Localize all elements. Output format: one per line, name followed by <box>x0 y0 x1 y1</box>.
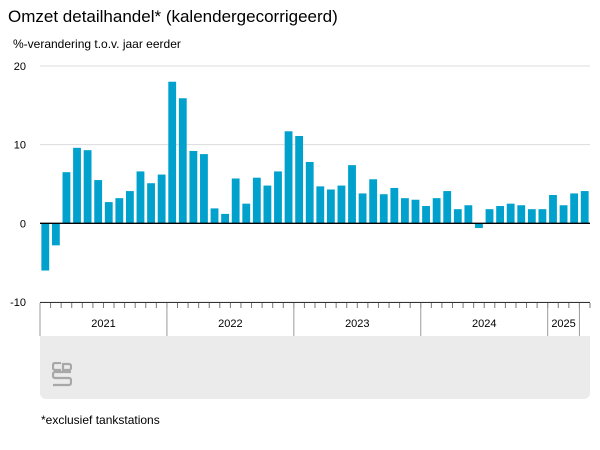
bar <box>94 180 103 224</box>
bar <box>411 199 420 224</box>
bar <box>200 154 208 224</box>
chart-title: Omzet detailhandel* (kalendergecorrigeer… <box>8 7 338 26</box>
y-tick-label: 0 <box>20 218 26 230</box>
bar <box>559 205 568 224</box>
bar <box>168 81 177 224</box>
bar <box>369 179 378 224</box>
x-tick-label: 2022 <box>218 318 242 330</box>
bar <box>475 223 483 229</box>
bar <box>263 185 272 224</box>
y-tick-label: -10 <box>10 297 26 309</box>
bar <box>41 223 50 271</box>
bar-chart: -10 0 10 20 2021 2022 2023 2024 2025 <box>10 61 591 336</box>
footnote: *exclusief tankstations <box>41 413 160 427</box>
bar <box>104 202 113 224</box>
bar <box>538 209 547 224</box>
bar <box>284 131 293 224</box>
bar <box>506 203 515 224</box>
bar <box>115 198 124 224</box>
bar <box>496 206 505 224</box>
bar <box>379 194 388 224</box>
x-tick-label: 2023 <box>345 318 369 330</box>
bar <box>580 191 589 224</box>
bar <box>62 172 71 224</box>
y-tick-label: 10 <box>14 140 26 152</box>
bar <box>358 193 367 224</box>
bar <box>443 191 452 224</box>
bar <box>125 191 134 224</box>
bar <box>326 189 335 224</box>
bar <box>549 195 557 224</box>
bar <box>178 98 187 224</box>
bars <box>41 81 589 271</box>
bar <box>337 185 346 224</box>
bar <box>295 136 304 224</box>
bar <box>348 165 356 224</box>
bar <box>485 209 494 224</box>
x-tick-label: 2024 <box>472 318 496 330</box>
gridlines <box>40 65 590 303</box>
x-tick-label: 2025 <box>551 318 575 330</box>
bar <box>252 177 261 224</box>
bar <box>51 223 60 246</box>
y-axis-label: %-verandering t.o.v. jaar eerder <box>13 37 181 51</box>
bar <box>453 209 462 224</box>
bar <box>221 213 230 224</box>
y-tick-label: 20 <box>14 61 26 73</box>
bar <box>83 150 92 224</box>
bar <box>422 206 430 224</box>
bar <box>210 208 219 224</box>
bar <box>73 147 81 224</box>
bar <box>316 186 325 224</box>
x-tick-label: 2021 <box>91 318 115 330</box>
bar <box>189 150 198 224</box>
bar <box>157 174 166 224</box>
bar <box>570 193 579 224</box>
bar <box>305 161 314 224</box>
bar <box>390 187 399 224</box>
bar <box>432 198 441 224</box>
bar <box>147 183 155 224</box>
cbs-logo <box>52 362 72 387</box>
bar <box>527 209 536 224</box>
bar <box>242 203 251 224</box>
bar <box>464 205 473 224</box>
logo-panel <box>40 336 590 399</box>
x-axis: 2021 2022 2023 2024 2025 <box>39 302 591 336</box>
bar <box>136 171 145 224</box>
y-tick-labels: -10 0 10 20 <box>10 61 26 309</box>
bar <box>517 205 526 224</box>
bar <box>231 178 240 224</box>
bar <box>400 198 409 224</box>
bar <box>274 171 282 224</box>
